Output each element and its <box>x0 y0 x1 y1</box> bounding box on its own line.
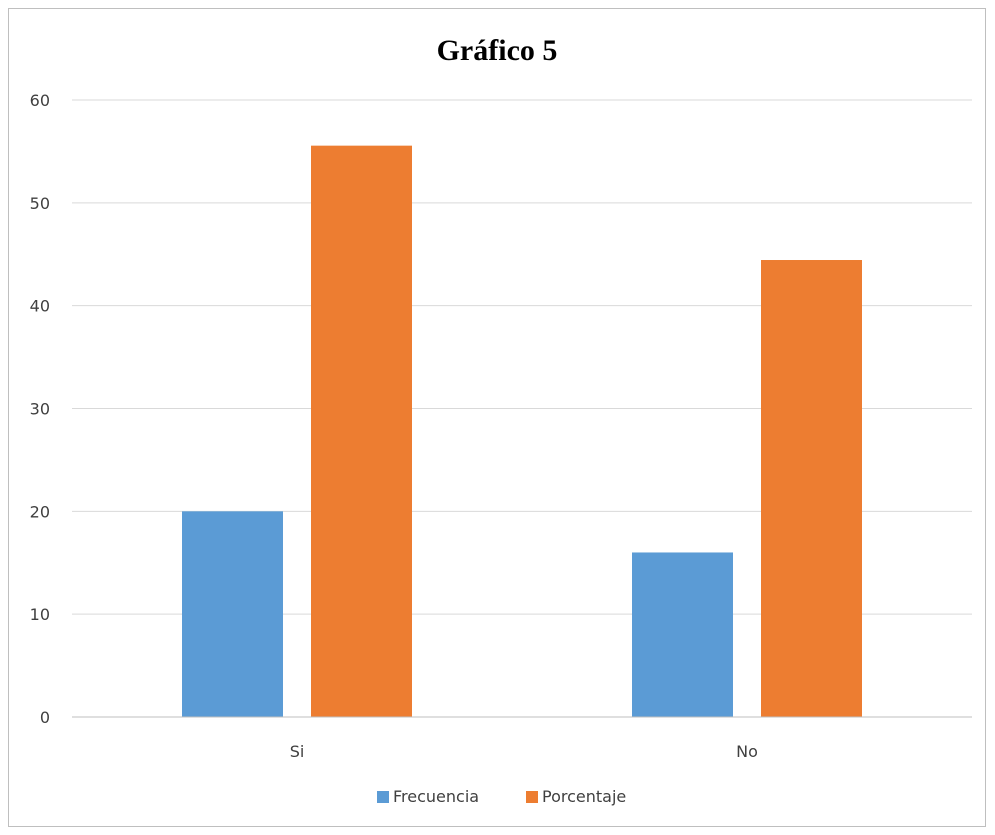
x-tick-label-no: No <box>736 742 758 761</box>
legend-label-frecuencia: Frecuencia <box>393 787 479 806</box>
y-axis-ticks: 0 10 20 30 40 50 60 <box>30 91 50 727</box>
bar-porcentaje-si <box>311 145 412 717</box>
bar-porcentaje-no <box>761 260 862 717</box>
x-tick-label-si: Si <box>290 742 305 761</box>
legend-swatch-porcentaje <box>526 791 538 803</box>
y-tick-label-20: 20 <box>30 502 50 521</box>
bar-frecuencia-no <box>632 552 733 717</box>
legend-label-porcentaje: Porcentaje <box>542 787 626 806</box>
bar-frecuencia-si <box>182 511 283 717</box>
x-axis-ticks: Si No <box>290 742 758 761</box>
legend-swatch-frecuencia <box>377 791 389 803</box>
chart-title: Gráfico 5 <box>437 34 558 67</box>
y-tick-label-30: 30 <box>30 400 50 419</box>
legend: Frecuencia Porcentaje <box>377 787 626 806</box>
bars <box>182 145 862 717</box>
y-tick-label-60: 60 <box>30 91 50 110</box>
y-tick-label-0: 0 <box>40 708 50 727</box>
y-tick-label-10: 10 <box>30 605 50 624</box>
y-tick-label-40: 40 <box>30 297 50 316</box>
y-tick-label-50: 50 <box>30 194 50 213</box>
